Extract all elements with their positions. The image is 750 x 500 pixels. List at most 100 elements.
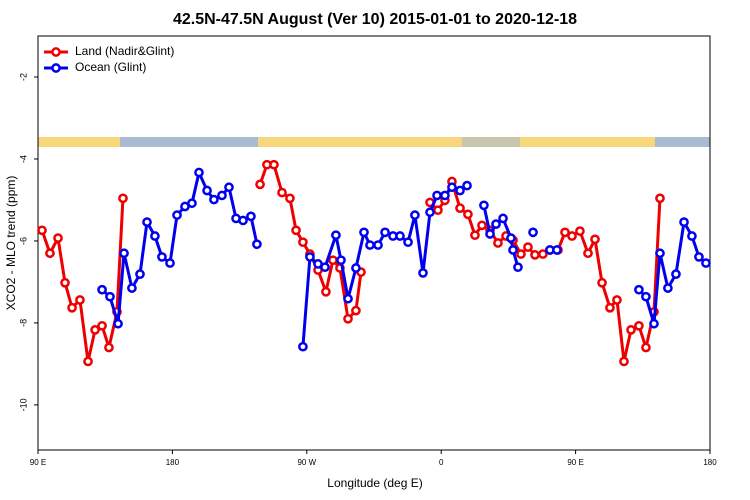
- point: [626, 325, 636, 335]
- point: [493, 238, 503, 248]
- point: [567, 231, 577, 241]
- point: [269, 159, 279, 170]
- point: [298, 341, 308, 352]
- y-axis-label: XCO2 - MLO trend (ppm): [4, 176, 18, 311]
- point: [479, 200, 489, 211]
- point: [351, 263, 361, 273]
- land-ocean-strip: [38, 137, 710, 147]
- point: [491, 219, 501, 229]
- point: [343, 313, 353, 324]
- point: [252, 239, 262, 250]
- point: [679, 217, 689, 227]
- point: [432, 190, 442, 201]
- point: [320, 262, 330, 273]
- point: [538, 249, 548, 259]
- point: [202, 185, 212, 196]
- point: [194, 167, 204, 178]
- point: [209, 194, 219, 205]
- point: [37, 225, 47, 236]
- point: [157, 252, 167, 262]
- x-tick-label: 180: [166, 458, 180, 467]
- point: [246, 211, 256, 222]
- x-tick-label: 180: [703, 458, 717, 467]
- point: [119, 248, 129, 259]
- point: [649, 318, 659, 329]
- legend-marker: [51, 47, 61, 57]
- point: [351, 305, 361, 316]
- point: [433, 205, 443, 216]
- point: [135, 269, 145, 280]
- point: [418, 268, 428, 278]
- point: [523, 242, 533, 252]
- point: [75, 295, 85, 305]
- point: [118, 193, 128, 204]
- point: [60, 277, 70, 288]
- point: [127, 283, 137, 293]
- point: [463, 209, 473, 220]
- point: [395, 231, 405, 241]
- point: [634, 284, 644, 295]
- point: [255, 179, 265, 190]
- point: [97, 320, 107, 331]
- point: [552, 245, 562, 255]
- point: [663, 283, 673, 293]
- plot-frame: [37, 35, 711, 451]
- x-tick-label: 90 E: [30, 458, 46, 467]
- point: [90, 325, 100, 335]
- point: [671, 269, 681, 280]
- point: [597, 277, 607, 288]
- point: [590, 234, 600, 245]
- point: [113, 318, 123, 329]
- point: [336, 255, 346, 266]
- point: [641, 342, 651, 353]
- point: [455, 185, 465, 196]
- point: [291, 225, 301, 236]
- point: [687, 231, 697, 241]
- point: [575, 226, 585, 236]
- point: [440, 190, 450, 201]
- point: [217, 190, 227, 201]
- point: [513, 262, 523, 273]
- point: [45, 248, 55, 259]
- point: [172, 210, 182, 220]
- point: [655, 193, 665, 204]
- point: [150, 231, 160, 241]
- point: [285, 193, 295, 204]
- point: [498, 213, 508, 224]
- point: [447, 182, 457, 193]
- point: [528, 227, 538, 238]
- point: [67, 302, 77, 313]
- y-tick-label: -2: [18, 73, 28, 81]
- point: [165, 258, 175, 268]
- y-tick-label: -8: [18, 319, 28, 327]
- point: [328, 255, 338, 266]
- point: [506, 233, 516, 243]
- point: [359, 227, 369, 238]
- point: [403, 237, 413, 248]
- point: [462, 180, 472, 191]
- point: [105, 291, 115, 302]
- x-tick-label: 0: [439, 458, 444, 467]
- point: [238, 215, 248, 226]
- y-tick-label: -6: [18, 237, 28, 245]
- point: [83, 356, 93, 367]
- point: [331, 230, 341, 241]
- point: [605, 302, 615, 313]
- point: [634, 320, 644, 331]
- legend-marker: [51, 63, 61, 73]
- point: [142, 217, 152, 227]
- point: [619, 356, 629, 367]
- point: [187, 198, 197, 209]
- x-tick-label: 90 E: [567, 458, 583, 467]
- point: [380, 227, 390, 238]
- point: [694, 252, 704, 262]
- point: [305, 252, 315, 262]
- point: [477, 220, 487, 231]
- point: [373, 240, 383, 250]
- point: [298, 237, 308, 248]
- point: [701, 258, 711, 268]
- point: [485, 229, 495, 239]
- x-axis-label: Longitude (deg E): [327, 476, 422, 490]
- point: [455, 203, 465, 214]
- point: [516, 249, 526, 259]
